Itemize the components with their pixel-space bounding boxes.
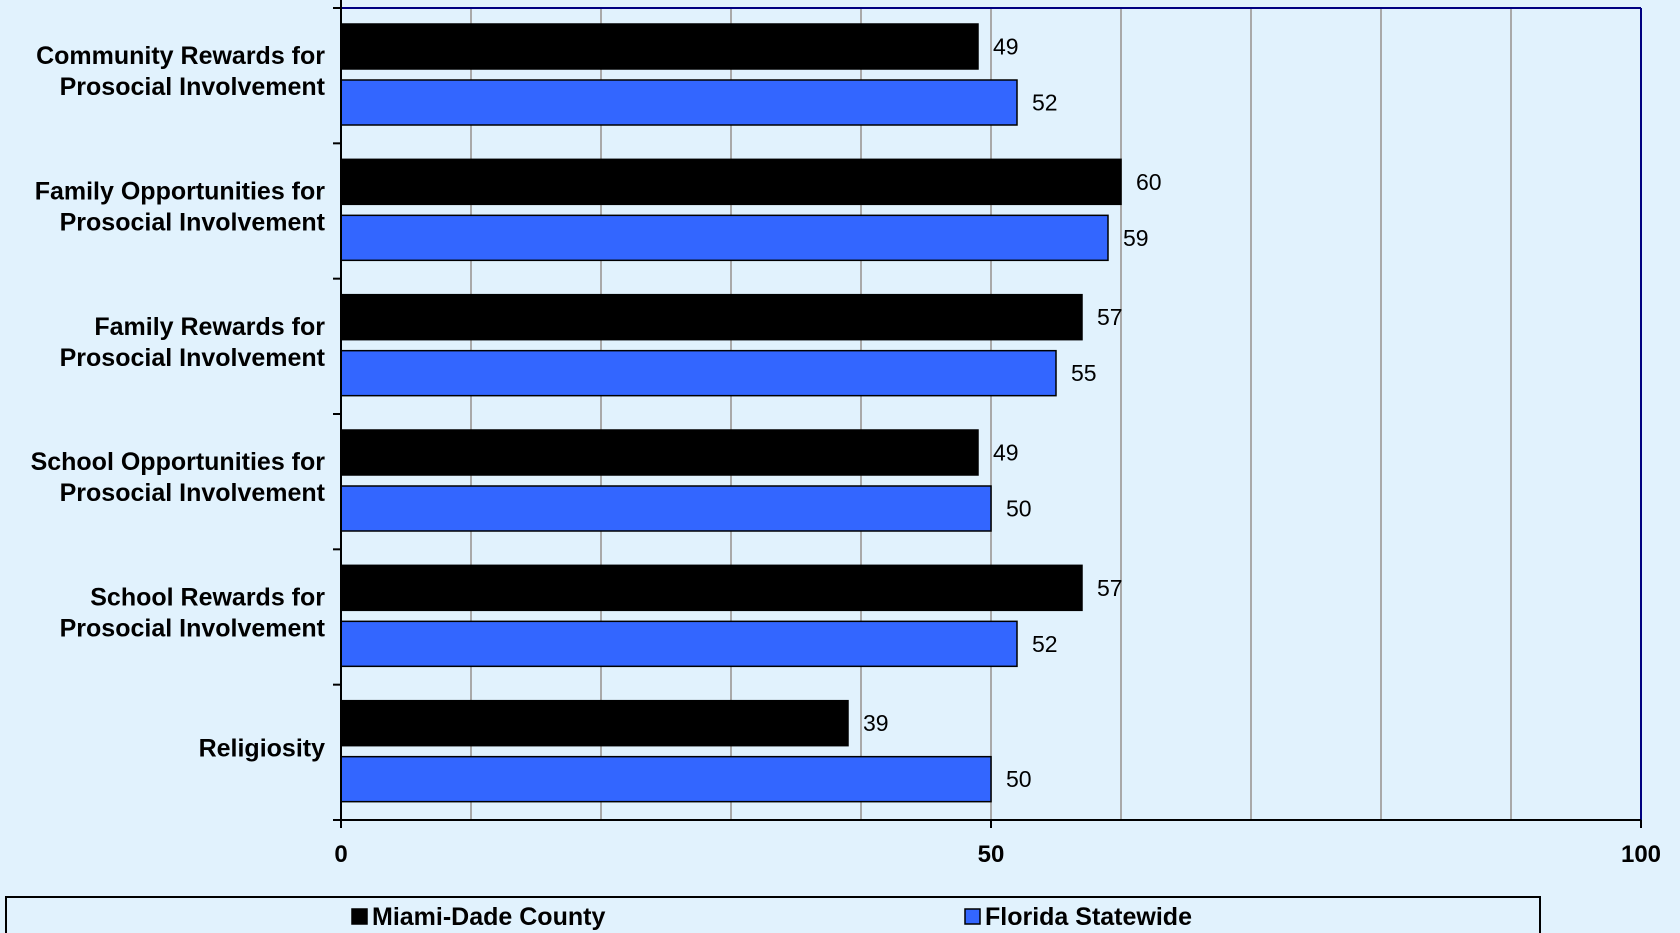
data-label: 50 xyxy=(1006,766,1032,792)
category-label-line: Family Rewards for xyxy=(94,313,325,341)
gridlines xyxy=(470,8,1512,820)
data-label: 55 xyxy=(1071,360,1097,386)
labels: 49 52 Community Rewards for Prosocial Invol… xyxy=(31,34,1162,793)
category-label: Religiosity xyxy=(199,734,326,762)
data-label: 52 xyxy=(1032,631,1058,657)
bar-miami-dade xyxy=(340,429,979,476)
category-label: School Rewards for Prosocial Involvement xyxy=(60,584,326,643)
category-label-line: Prosocial Involvement xyxy=(60,344,326,372)
category-label-line: Prosocial Involvement xyxy=(60,209,326,237)
category-label: Community Rewards for Prosocial Involveme… xyxy=(36,42,326,101)
bar-miami-dade xyxy=(340,23,979,70)
category-label: Family Rewards for Prosocial Involvement xyxy=(60,313,326,372)
bar-florida xyxy=(340,214,1109,262)
x-tick-label: 50 xyxy=(978,841,1005,868)
bar-miami-dade xyxy=(340,158,1122,206)
data-label: 52 xyxy=(1032,90,1058,116)
data-label: 60 xyxy=(1136,169,1162,195)
data-label: 57 xyxy=(1097,304,1123,330)
data-label: 49 xyxy=(993,34,1019,60)
data-label: 59 xyxy=(1123,225,1149,251)
category-label-line: Prosocial Involvement xyxy=(60,479,326,507)
category-label-line: Religiosity xyxy=(199,734,326,762)
legend-swatch xyxy=(964,908,981,925)
bar-florida xyxy=(340,485,992,532)
axes: 0 50 100 xyxy=(333,0,1661,868)
category-label: Family Opportunities for Prosocial Involv… xyxy=(35,178,326,237)
category-label-line: Family Opportunities for xyxy=(35,178,326,206)
data-label: 57 xyxy=(1097,575,1123,601)
data-label: 50 xyxy=(1006,496,1032,522)
bar-florida xyxy=(340,349,1057,397)
bars xyxy=(340,23,1122,803)
bar-florida xyxy=(340,755,992,803)
data-label: 39 xyxy=(863,710,889,736)
category-label-line: Prosocial Involvement xyxy=(60,615,326,643)
x-tick-label: 0 xyxy=(334,841,347,868)
category-label: School Opportunities for Prosocial Involv… xyxy=(31,448,326,507)
bar-miami-dade xyxy=(340,564,1083,612)
bar-miami-dade xyxy=(340,699,849,747)
category-label-line: School Opportunities for xyxy=(31,448,326,476)
legend: Miami-Dade County Florida Statewide xyxy=(5,896,1541,933)
data-label: 49 xyxy=(993,440,1019,466)
bar-florida xyxy=(340,620,1018,668)
category-label-line: School Rewards for xyxy=(90,584,325,612)
category-label-line: Prosocial Involvement xyxy=(60,73,326,101)
legend-label: Florida Statewide xyxy=(985,903,1192,931)
legend-swatch xyxy=(351,908,368,925)
legend-box xyxy=(5,896,1541,933)
bar-florida xyxy=(340,79,1018,126)
category-label-line: Community Rewards for xyxy=(36,42,325,70)
bar-miami-dade xyxy=(340,293,1083,341)
legend-label: Miami-Dade County xyxy=(372,903,605,931)
x-tick-label: 100 xyxy=(1621,841,1661,868)
